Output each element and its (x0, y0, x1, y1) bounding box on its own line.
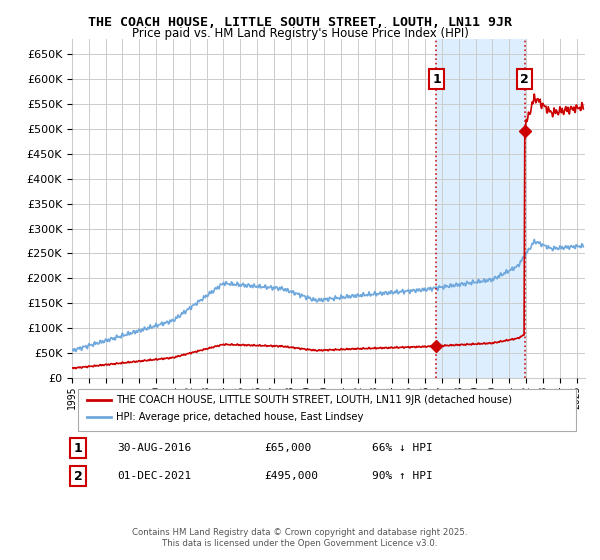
Text: Contains HM Land Registry data © Crown copyright and database right 2025.
This d: Contains HM Land Registry data © Crown c… (132, 528, 468, 548)
Text: 90% ↑ HPI: 90% ↑ HPI (372, 471, 433, 481)
Text: 2: 2 (520, 73, 529, 86)
Text: Price paid vs. HM Land Registry's House Price Index (HPI): Price paid vs. HM Land Registry's House … (131, 27, 469, 40)
Bar (436, 39, 525, 378)
Text: 66% ↓ HPI: 66% ↓ HPI (372, 443, 433, 453)
Text: £65,000: £65,000 (264, 443, 311, 453)
Text: 1: 1 (432, 73, 441, 86)
Text: THE COACH HOUSE, LITTLE SOUTH STREET, LOUTH, LN11 9JR (detached house): THE COACH HOUSE, LITTLE SOUTH STREET, LO… (116, 395, 512, 405)
Text: 2: 2 (74, 469, 82, 483)
Text: 1: 1 (74, 441, 82, 455)
Text: 30-AUG-2016: 30-AUG-2016 (117, 443, 191, 453)
Text: 01-DEC-2021: 01-DEC-2021 (117, 471, 191, 481)
Text: HPI: Average price, detached house, East Lindsey: HPI: Average price, detached house, East… (116, 412, 363, 422)
Text: £495,000: £495,000 (264, 471, 318, 481)
Text: THE COACH HOUSE, LITTLE SOUTH STREET, LOUTH, LN11 9JR: THE COACH HOUSE, LITTLE SOUTH STREET, LO… (88, 16, 512, 29)
